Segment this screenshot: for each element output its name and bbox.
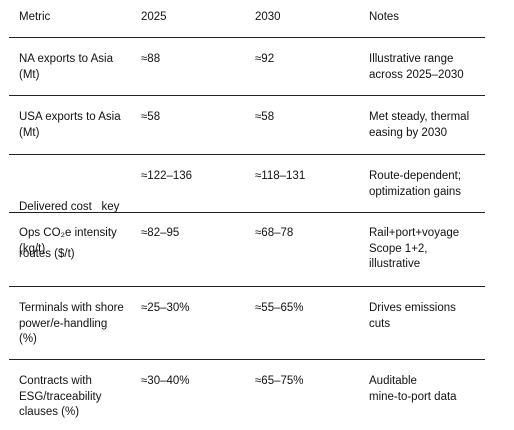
notes-line: Illustrative range xyxy=(369,52,485,68)
notes-line: Route-dependent; xyxy=(369,169,485,185)
value-2030-cell: ≈118–131 xyxy=(255,169,365,185)
notes-line: illustrative xyxy=(369,257,485,273)
value-2025-cell: ≈58 xyxy=(141,110,251,126)
metric-cell: Contracts with ESG/traceability clauses … xyxy=(19,374,139,421)
metric-line: (Mt) xyxy=(19,126,139,142)
column-header-metric: Metric xyxy=(19,10,139,26)
value-2025-cell: ≈30–40% xyxy=(141,374,251,390)
table-row: Delivered cost key routes ($/t) ≈122–136… xyxy=(9,155,485,213)
metric-line: ESG/traceability xyxy=(19,390,139,406)
value-2025-cell: ≈122–136 xyxy=(141,169,251,185)
notes-line: mine-to-port data xyxy=(369,390,485,406)
notes-line: optimization gains xyxy=(369,185,485,201)
metrics-table: Metric 2025 2030 Notes NA exports to Asi… xyxy=(9,0,485,430)
metric-line: Contracts with xyxy=(19,374,139,390)
notes-line: easing by 2030 xyxy=(369,126,485,142)
metric-line: (Mt) xyxy=(19,68,139,84)
notes-cell: Met steady, thermal easing by 2030 xyxy=(369,110,485,141)
notes-line: Auditable xyxy=(369,374,485,390)
value-2030-cell: ≈92 xyxy=(255,52,365,68)
notes-line: Rail+port+voyage xyxy=(369,226,485,242)
table-row: NA exports to Asia (Mt) ≈88 ≈92 Illustra… xyxy=(9,38,485,96)
metric-cell: Terminals with shore power/e-handling (%… xyxy=(19,301,139,348)
metric-cell: NA exports to Asia (Mt) xyxy=(19,52,139,83)
table-row: Ops CO₂e intensity (kg/t) ≈82–95 ≈68–78 … xyxy=(9,213,485,287)
notes-line: Drives emissions xyxy=(369,301,485,317)
metric-line: power/e-handling xyxy=(19,317,139,333)
notes-cell: Auditable mine-to-port data xyxy=(369,374,485,405)
metric-line: clauses (%) xyxy=(19,405,139,421)
notes-cell: Route-dependent; optimization gains xyxy=(369,169,485,200)
metric-line: (%) xyxy=(19,332,139,348)
notes-line: Scope 1+2, xyxy=(369,242,485,258)
value-2025-cell: ≈25–30% xyxy=(141,301,251,317)
table-row: USA exports to Asia (Mt) ≈58 ≈58 Met ste… xyxy=(9,96,485,155)
value-2030-cell: ≈68–78 xyxy=(255,226,365,242)
value-2030-cell: ≈58 xyxy=(255,110,365,126)
table-row: Contracts with ESG/traceability clauses … xyxy=(9,360,485,430)
table-row: Terminals with shore power/e-handling (%… xyxy=(9,287,485,360)
notes-line: across 2025–2030 xyxy=(369,68,485,84)
column-header-notes: Notes xyxy=(369,10,485,26)
column-header-2025: 2025 xyxy=(141,10,251,26)
value-2030-cell: ≈65–75% xyxy=(255,374,365,390)
metric-line: (kg/t) xyxy=(19,242,139,258)
metric-line: Terminals with shore xyxy=(19,301,139,317)
metric-cell: Ops CO₂e intensity (kg/t) xyxy=(19,226,139,257)
notes-cell: Rail+port+voyage Scope 1+2, illustrative xyxy=(369,226,485,273)
value-2030-cell: ≈55–65% xyxy=(255,301,365,317)
notes-line: cuts xyxy=(369,317,485,333)
value-2025-cell: ≈82–95 xyxy=(141,226,251,242)
metric-line: USA exports to Asia xyxy=(19,110,139,126)
metric-cell: USA exports to Asia (Mt) xyxy=(19,110,139,141)
table-header-row: Metric 2025 2030 Notes xyxy=(9,0,485,38)
column-header-2030: 2030 xyxy=(255,10,365,26)
notes-cell: Drives emissions cuts xyxy=(369,301,485,332)
metric-line: Ops CO₂e intensity xyxy=(19,226,139,242)
metric-line: NA exports to Asia xyxy=(19,52,139,68)
notes-cell: Illustrative range across 2025–2030 xyxy=(369,52,485,83)
value-2025-cell: ≈88 xyxy=(141,52,251,68)
notes-line: Met steady, thermal xyxy=(369,110,485,126)
